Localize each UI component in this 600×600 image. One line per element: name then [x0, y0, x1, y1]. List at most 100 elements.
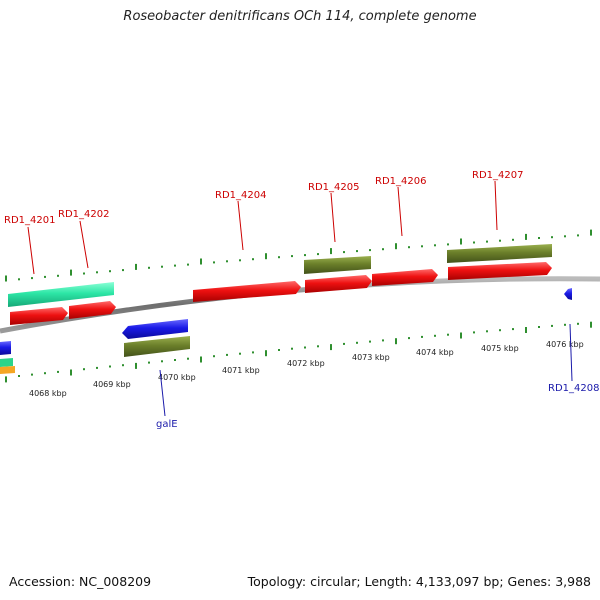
- cds-olive-feature-4207[interactable]: [447, 244, 552, 263]
- gene-label-rd1-4208[interactable]: RD1_4208: [548, 383, 599, 394]
- reverse-label-leaders: [159, 323, 573, 417]
- inner-minor-tick: [174, 359, 176, 361]
- outer-minor-tick: [343, 251, 345, 254]
- ruler-label-4068: 4068 kbp: [29, 389, 67, 398]
- inner-minor-tick: [291, 347, 293, 350]
- accession-text: Accession: NC_008209: [9, 574, 152, 589]
- inner-minor-tick: [564, 323, 566, 326]
- outer-minor-tick: [96, 271, 98, 274]
- outer-minor-tick: [564, 235, 566, 238]
- inner-minor-tick: [187, 357, 189, 360]
- gene-labels: RD1_4201 RD1_4202 RD1_4204 RD1_4205 RD1_…: [4, 170, 599, 430]
- cds-red-arrow-4205[interactable]: [305, 275, 372, 293]
- outer-minor-tick: [421, 245, 423, 248]
- outer-minor-tick: [174, 264, 176, 267]
- outer-minor-tick: [187, 263, 189, 266]
- outer-minor-tick: [356, 250, 358, 253]
- inner-minor-tick: [486, 330, 488, 333]
- outer-major-tick: [330, 248, 332, 255]
- inner-minor-tick: [239, 352, 241, 355]
- outer-minor-tick: [369, 249, 371, 252]
- outer-major-tick: [460, 238, 462, 245]
- forward-features: [8, 244, 552, 325]
- gene-label-rd1-4201[interactable]: RD1_4201: [4, 215, 55, 226]
- inner-major-tick: [200, 356, 202, 363]
- outer-major-tick: [200, 258, 202, 265]
- outer-minor-tick: [486, 240, 488, 243]
- inner-minor-tick: [57, 370, 59, 373]
- outer-minor-tick: [499, 239, 501, 242]
- inner-minor-tick: [447, 333, 449, 336]
- inner-major-tick: [395, 338, 397, 345]
- inner-minor-tick: [369, 340, 371, 343]
- cds-red-arrow-4207[interactable]: [448, 262, 552, 280]
- outer-minor-tick: [408, 246, 410, 249]
- cds-red-arrow-4204[interactable]: [193, 281, 301, 302]
- cds-blue-arrow-4208[interactable]: [564, 288, 572, 300]
- outer-minor-tick: [434, 244, 436, 247]
- inner-minor-tick: [148, 361, 150, 364]
- ruler-label-4069: 4069 kbp: [93, 380, 131, 389]
- outer-minor-tick: [447, 243, 449, 246]
- cds-olive-feature-gale[interactable]: [124, 336, 190, 357]
- inner-minor-tick: [317, 345, 319, 348]
- cds-red-arrow-4202[interactable]: [69, 301, 116, 319]
- inner-minor-tick: [538, 326, 540, 328]
- ruler-labels: 4068 kbp 4069 kbp 4070 kbp 4071 kbp 4072…: [29, 340, 584, 398]
- cds-red-arrow-4206[interactable]: [372, 269, 438, 286]
- cds-olive-feature-4205[interactable]: [304, 256, 371, 274]
- gene-label-rd1-4202[interactable]: RD1_4202: [58, 209, 109, 220]
- gene-label-rd1-4204[interactable]: RD1_4204: [215, 190, 266, 201]
- inner-minor-tick: [512, 328, 514, 331]
- outer-minor-tick: [538, 237, 540, 239]
- outer-minor-tick: [83, 272, 85, 275]
- outer-minor-tick: [148, 266, 150, 269]
- ruler-label-4075: 4075 kbp: [481, 344, 519, 353]
- outer-major-tick: [265, 253, 267, 260]
- inner-minor-tick: [551, 324, 553, 327]
- forward-label-leaders: [27, 180, 498, 275]
- outer-minor-tick: [317, 253, 319, 256]
- outer-minor-tick: [278, 256, 280, 259]
- ruler-label-4070: 4070 kbp: [158, 373, 196, 382]
- inner-minor-tick: [473, 331, 475, 334]
- inner-minor-tick: [31, 373, 33, 376]
- outer-minor-tick: [512, 238, 514, 241]
- outer-minor-tick: [31, 277, 33, 280]
- ruler-label-4073: 4073 kbp: [352, 353, 390, 362]
- inner-minor-tick: [18, 375, 20, 377]
- gene-label-rd1-4206[interactable]: RD1_4206: [375, 176, 426, 187]
- outer-major-tick: [590, 229, 592, 236]
- inner-minor-tick: [434, 334, 436, 337]
- cds-red-arrow-4201[interactable]: [10, 307, 68, 325]
- inner-major-tick: [525, 327, 527, 333]
- cds-blue-arrow-gale[interactable]: [122, 319, 188, 339]
- gene-label-rd1-4207[interactable]: RD1_4207: [472, 170, 523, 181]
- inner-minor-tick: [161, 360, 163, 363]
- inner-minor-tick: [304, 346, 306, 349]
- inner-tick-track: [5, 321, 592, 383]
- outer-minor-tick: [44, 275, 46, 278]
- outer-minor-tick: [291, 255, 293, 258]
- outer-minor-tick: [109, 270, 111, 273]
- cds-orange-edge-feature[interactable]: [0, 366, 15, 374]
- inner-minor-tick: [213, 355, 215, 358]
- cds-teal-feature[interactable]: [8, 282, 114, 307]
- outer-minor-tick: [122, 269, 124, 272]
- cds-teal-edge-feature[interactable]: [0, 358, 13, 367]
- inner-minor-tick: [356, 341, 358, 344]
- cds-blue-edge-feature[interactable]: [0, 341, 11, 355]
- outer-minor-tick: [213, 261, 215, 264]
- ruler-label-4071: 4071 kbp: [222, 366, 260, 375]
- inner-minor-tick: [96, 366, 98, 369]
- inner-minor-tick: [421, 335, 423, 338]
- inner-minor-tick: [252, 351, 254, 354]
- inner-minor-tick: [382, 339, 384, 342]
- gene-label-rd1-4205[interactable]: RD1_4205: [308, 182, 359, 193]
- inner-major-tick: [460, 332, 462, 339]
- inner-minor-tick: [577, 322, 579, 325]
- inner-major-tick: [5, 376, 7, 383]
- gene-label-gale[interactable]: galE: [156, 419, 178, 430]
- inner-minor-tick: [343, 342, 345, 345]
